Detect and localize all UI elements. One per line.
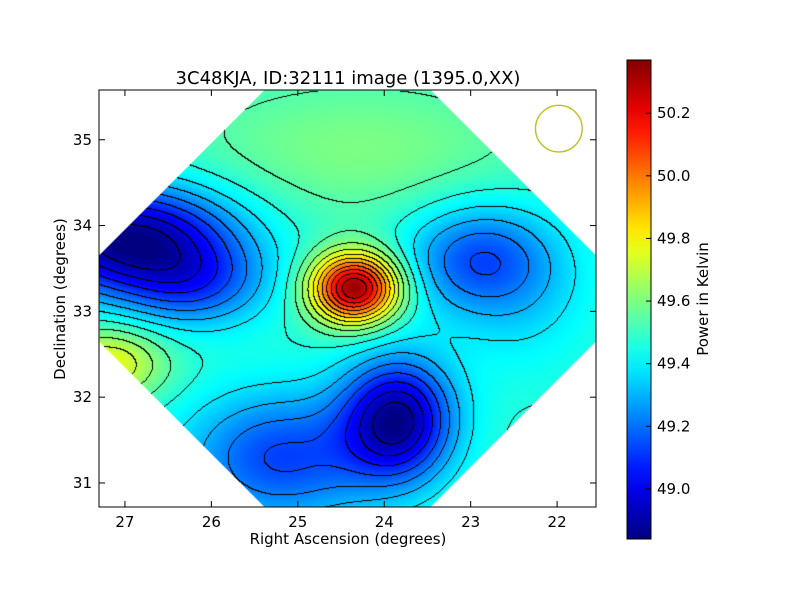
x-tick-label: 25 [288, 513, 307, 531]
heatmap-area [99, 90, 596, 507]
x-tick-label: 24 [375, 513, 394, 531]
colorbar-label: Power in Kelvin [694, 242, 712, 356]
colorbar-tick-label: 49.8 [657, 229, 690, 247]
y-tick-label: 35 [73, 131, 92, 149]
colorbar-tick-label: 49.0 [657, 480, 690, 498]
y-tick-label: 33 [73, 302, 92, 320]
x-tick-label: 23 [461, 513, 480, 531]
heatmap-image [99, 90, 596, 507]
x-tick-label: 27 [115, 513, 134, 531]
y-tick-label: 32 [73, 388, 92, 406]
x-axis-label: Right Ascension (degrees) [250, 530, 447, 548]
colorbar [626, 59, 652, 540]
colorbar-tick-label: 50.2 [657, 104, 690, 122]
colorbar-axis: 49.0 49.2 49.4 49.6 49.8 50.0 50.2 [646, 104, 690, 498]
y-tick-label: 31 [73, 474, 92, 492]
colorbar-tick-label: 49.4 [657, 355, 690, 373]
beam-circle [534, 104, 583, 153]
chart-title: 3C48KJA, ID:32111 image (1395.0,XX) [176, 68, 521, 89]
plot-frame [98, 89, 597, 508]
y-axis-label: Declination (degrees) [51, 218, 69, 380]
x-axis: 27 26 25 24 23 22 [115, 90, 567, 531]
y-axis: 31 32 33 34 35 [73, 131, 596, 492]
colorbar-tick-label: 50.0 [657, 167, 690, 185]
y-tick-label: 34 [73, 217, 92, 235]
x-tick-label: 26 [202, 513, 221, 531]
colorbar-tick-label: 49.2 [657, 417, 690, 435]
x-tick-label: 22 [548, 513, 567, 531]
colorbar-tick-label: 49.6 [657, 292, 690, 310]
